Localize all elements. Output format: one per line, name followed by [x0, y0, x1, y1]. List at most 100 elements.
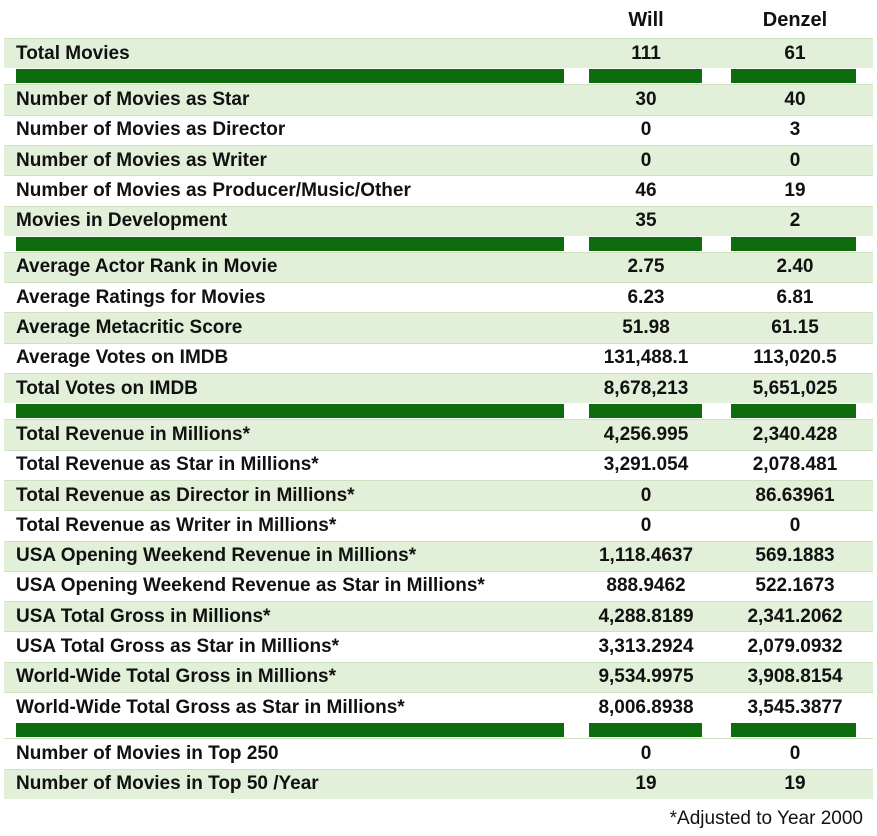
value-denzel: 2.40 — [776, 256, 814, 278]
value-will: 8,678,213 — [603, 377, 689, 399]
section-separator — [0, 723, 877, 738]
table-row: USA Total Gross in Millions* 4,288.8189 2,… — [4, 601, 873, 632]
row-label: Total Revenue as Director in Millions* — [16, 484, 355, 506]
table-row: Total Votes on IMDB 8,678,213 5,651,025 — [4, 373, 873, 404]
value-denzel: 3,908.8154 — [747, 666, 843, 688]
row-label: Total Movies — [16, 42, 130, 64]
value-will: 30 — [635, 88, 657, 110]
value-denzel: 0 — [789, 149, 801, 171]
separator-bar — [16, 69, 564, 84]
row-label: World-Wide Total Gross as Star in Millio… — [16, 696, 405, 718]
section-separator — [0, 69, 877, 84]
table-row: World-Wide Total Gross as Star in Millio… — [4, 692, 873, 723]
value-will: 51.98 — [622, 317, 670, 339]
value-denzel: 0 — [789, 514, 801, 536]
section-separator — [0, 404, 877, 419]
value-will: 888.9462 — [606, 575, 686, 597]
separator-bar — [731, 404, 856, 419]
row-label: Total Revenue as Writer in Millions* — [16, 514, 337, 536]
value-will: 131,488.1 — [603, 347, 689, 369]
column-header-will: Will — [628, 8, 664, 31]
value-will: 35 — [635, 210, 657, 232]
table-row: Total Revenue as Writer in Millions* 0 0 — [4, 510, 873, 541]
value-will: 3,291.054 — [603, 454, 689, 476]
value-denzel: 2,341.2062 — [747, 605, 843, 627]
column-header-denzel: Denzel — [762, 8, 828, 31]
value-will: 0 — [640, 149, 652, 171]
row-label: Average Votes on IMDB — [16, 347, 229, 369]
value-denzel: 569.1883 — [755, 545, 835, 567]
value-denzel: 522.1673 — [755, 575, 835, 597]
value-denzel: 2,079.0932 — [747, 636, 843, 658]
value-will: 6.23 — [627, 286, 665, 308]
section-separator — [0, 236, 877, 251]
table-row: Average Metacritic Score 51.98 61.15 — [4, 312, 873, 343]
row-label: Number of Movies as Director — [16, 119, 286, 141]
value-will: 19 — [635, 773, 657, 795]
row-label: Average Ratings for Movies — [16, 286, 266, 308]
separator-bar — [589, 723, 702, 738]
separator-bar — [731, 69, 856, 84]
separator-bar — [731, 236, 856, 251]
table-row: Total Revenue as Director in Millions* 0 8… — [4, 479, 873, 511]
row-label: World-Wide Total Gross in Millions* — [16, 666, 337, 688]
table-row: Number of Movies as Writer 0 0 — [4, 144, 873, 176]
table-row: World-Wide Total Gross in Millions* 9,534… — [4, 661, 873, 692]
row-label: Number of Movies in Top 250 — [16, 742, 279, 764]
table-row: Number of Movies as Star 30 40 — [4, 84, 873, 115]
row-label: Number of Movies as Star — [16, 88, 250, 110]
row-label: Number of Movies as Producer/Music/Other — [16, 179, 411, 201]
value-denzel: 19 — [784, 773, 806, 795]
table-row: Average Ratings for Movies 6.23 6.81 — [4, 282, 873, 313]
separator-bar — [16, 236, 564, 251]
value-will: 8,006.8938 — [598, 696, 694, 718]
table-row: Number of Movies in Top 250 0 0 — [4, 738, 873, 769]
row-label: USA Total Gross in Millions* — [16, 605, 271, 627]
row-label: Average Actor Rank in Movie — [16, 256, 278, 278]
value-denzel: 61 — [784, 42, 806, 64]
row-label: Movies in Development — [16, 210, 228, 232]
separator-bar — [16, 723, 564, 738]
value-will: 9,534.9975 — [598, 666, 694, 688]
value-will: 0 — [640, 119, 652, 141]
table-row: Average Votes on IMDB 131,488.1 113,020.5 — [4, 342, 873, 373]
row-label: USA Opening Weekend Revenue as Star in M… — [16, 575, 485, 597]
table-row: USA Total Gross as Star in Millions* 3,31… — [4, 631, 873, 662]
table-row: Movies in Development 35 2 — [4, 205, 873, 236]
table-row: USA Opening Weekend Revenue in Millions*… — [4, 540, 873, 571]
value-denzel: 86.63961 — [755, 484, 835, 506]
value-denzel: 6.81 — [776, 286, 814, 308]
value-will: 1,118.4637 — [598, 545, 694, 567]
table-row: Total Revenue as Star in Millions* 3,291.… — [4, 449, 873, 480]
row-label: Total Revenue in Millions* — [16, 423, 251, 445]
separator-bar — [731, 723, 856, 738]
value-will: 0 — [640, 742, 652, 764]
value-will: 4,256.995 — [603, 423, 689, 445]
value-denzel: 19 — [784, 179, 806, 201]
value-denzel: 2,078.481 — [752, 454, 838, 476]
footnote: *Adjusted to Year 2000 — [669, 808, 863, 829]
table-row: Average Actor Rank in Movie 2.75 2.40 — [4, 251, 873, 283]
value-denzel: 3,545.3877 — [747, 696, 843, 718]
row-label: USA Opening Weekend Revenue in Millions* — [16, 545, 417, 567]
value-will: 0 — [640, 484, 652, 506]
value-will: 0 — [640, 514, 652, 536]
value-will: 4,288.8189 — [598, 605, 694, 627]
separator-bar — [16, 404, 564, 419]
row-label: USA Total Gross as Star in Millions* — [16, 636, 340, 658]
value-denzel: 3 — [789, 119, 801, 141]
separator-bar — [589, 404, 702, 419]
separator-bar — [589, 236, 702, 251]
row-label: Total Votes on IMDB — [16, 377, 198, 399]
table-row: Number of Movies as Producer/Music/Other… — [4, 175, 873, 206]
row-label: Number of Movies as Writer — [16, 149, 267, 171]
value-will: 3,313.2924 — [598, 636, 694, 658]
value-denzel: 113,020.5 — [753, 347, 837, 369]
table-row: Number of Movies in Top 50 /Year 19 19 — [4, 768, 873, 799]
separator-bar — [589, 69, 702, 84]
row-label: Number of Movies in Top 50 /Year — [16, 773, 319, 795]
value-denzel: 5,651,025 — [752, 377, 838, 399]
value-denzel: 2 — [789, 210, 801, 232]
table-row: Number of Movies as Director 0 3 — [4, 114, 873, 145]
